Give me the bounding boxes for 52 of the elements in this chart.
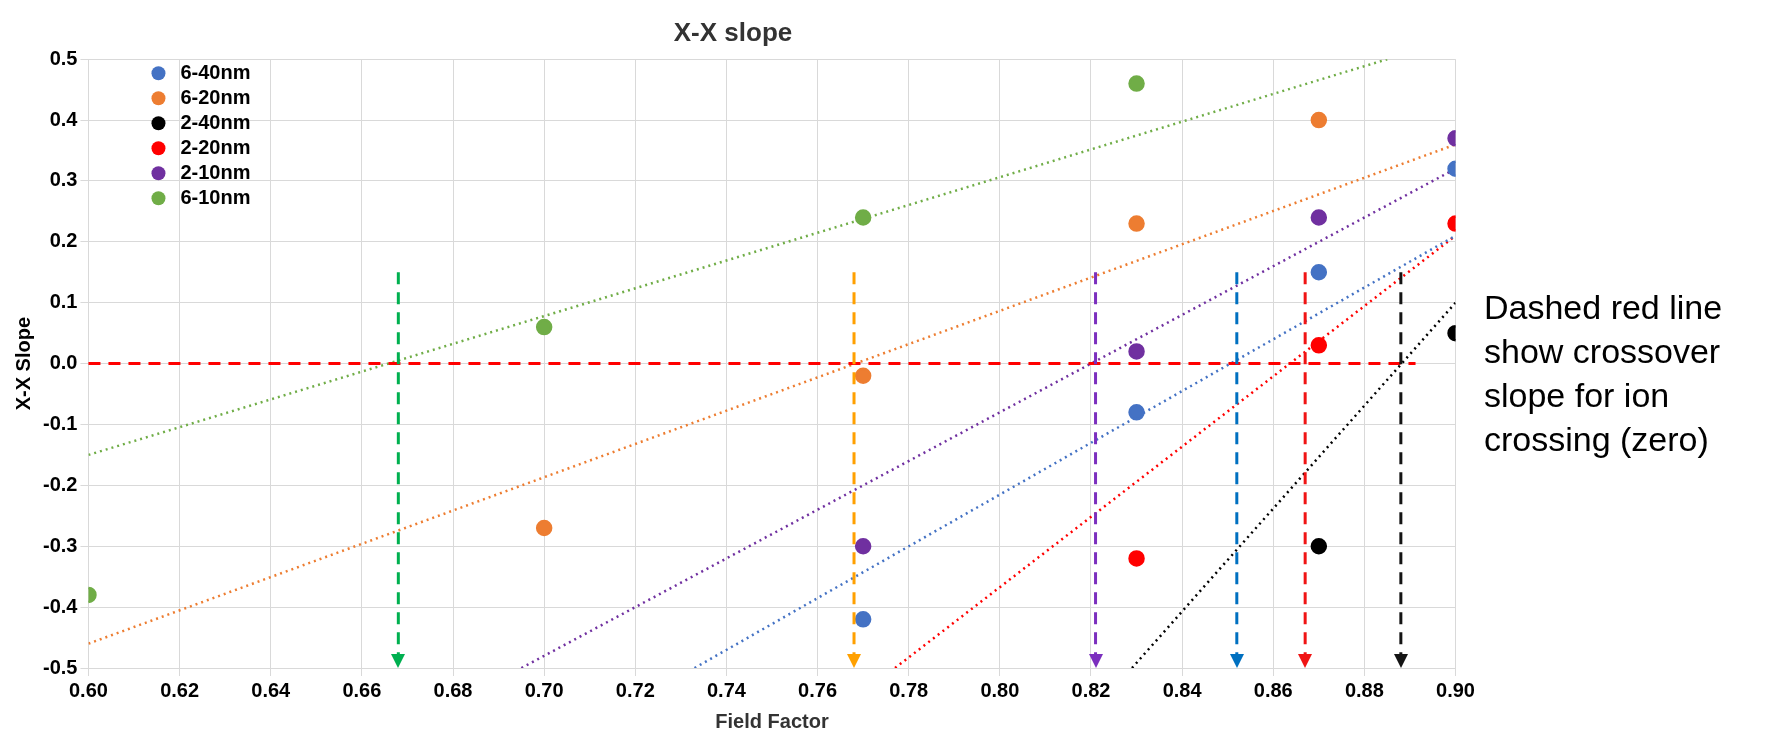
x-tick-label: 0.76: [798, 678, 838, 701]
point: [854, 537, 872, 555]
chart-title: X-X slope: [673, 16, 793, 47]
legend-label: 6-40nm: [180, 60, 251, 83]
text: Dashed red line show crossover slope for ion crossing (zero): [1484, 286, 1724, 461]
y-tick-label: -0.4: [42, 594, 79, 617]
x-tick-label: 0.84: [1162, 678, 1203, 701]
x-axis-title: Field Factor: [715, 709, 829, 732]
y-tick-label: -0.5: [42, 655, 78, 678]
legend-label: 6-10nm: [180, 185, 251, 208]
x-tick-label: 0.80: [980, 678, 1020, 701]
x-tick-label: 0.72: [615, 678, 655, 701]
legend-label: 6-20nm: [180, 85, 251, 108]
point: [535, 519, 553, 537]
point: [1310, 111, 1328, 129]
point: [1310, 209, 1328, 226]
x-tick-label: 0.64: [251, 678, 292, 701]
x-tick-label: 0.88: [1344, 678, 1384, 701]
x-tick-label: 0.74: [706, 678, 747, 701]
point: [854, 209, 872, 226]
y-tick-label: 0.1: [49, 290, 78, 313]
point: [1310, 337, 1328, 354]
x-tick-label: 0.70: [524, 678, 564, 701]
x-tick-label: 0.86: [1253, 678, 1293, 701]
x-tick-label: 0.82: [1071, 678, 1111, 701]
y-tick-label: -0.3: [42, 533, 78, 556]
point: [854, 611, 872, 628]
y-tick-label: 0.3: [49, 168, 78, 191]
legend-label: 2-20nm: [180, 135, 251, 158]
y-tick-label: -0.1: [42, 412, 78, 434]
point: [1128, 75, 1145, 92]
x-tick-label: 0.90: [1436, 678, 1476, 701]
point: [1128, 343, 1145, 360]
y-axis-title: X-X Slope: [11, 316, 34, 411]
y-tick-label: 0.5: [49, 46, 78, 69]
y-tick-label: 0.4: [49, 107, 79, 130]
legend-label: 2-40nm: [180, 110, 251, 133]
y-tick-label: -0.2: [42, 472, 78, 495]
y-tick-label: 0.2: [49, 229, 78, 252]
x-tick-label: 0.66: [342, 678, 382, 701]
legend-label: 2-10nm: [180, 160, 251, 183]
point: [1128, 215, 1145, 232]
x-tick-label: 0.62: [160, 678, 200, 701]
point: [854, 367, 872, 385]
point: [1128, 404, 1145, 421]
x-tick-label: 0.78: [889, 678, 929, 701]
y-tick-label: 0.0: [49, 351, 78, 374]
point: [1128, 550, 1145, 567]
x-tick-label: 0.68: [433, 678, 473, 701]
x-tick-label: 0.60: [68, 678, 108, 701]
point: [535, 318, 553, 336]
point: [1310, 264, 1328, 281]
